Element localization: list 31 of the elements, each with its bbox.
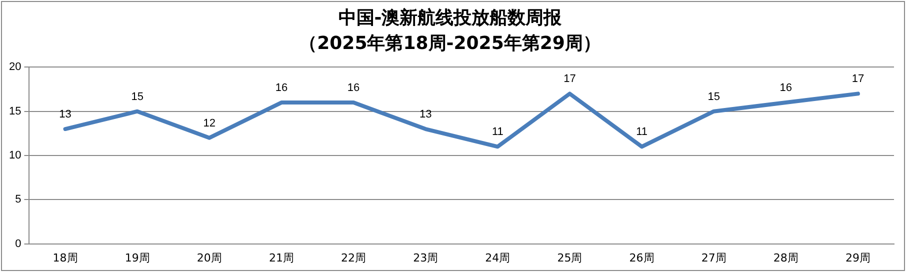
x-tick-label: 26周	[629, 251, 654, 264]
data-label: 15	[131, 90, 144, 103]
chart-subtitle: （2025年第18周-2025年第29周）	[299, 33, 601, 54]
data-label: 16	[347, 82, 360, 94]
x-tick-label: 23周	[413, 251, 438, 264]
data-label: 11	[492, 126, 504, 138]
x-tick-label: 19周	[124, 251, 150, 264]
data-label: 15	[708, 90, 720, 103]
data-label: 17	[852, 73, 864, 86]
y-tick-label: 20	[8, 61, 22, 74]
y-tick-label: 0	[15, 238, 22, 250]
chart-title: 中国-澳新航线投放船数周报	[338, 7, 563, 28]
x-tick-label: 22周	[341, 251, 366, 264]
data-label: 17	[564, 73, 576, 86]
x-tick-label: 28周	[773, 251, 798, 264]
data-label: 13	[59, 108, 72, 121]
y-tick-label: 5	[15, 194, 22, 206]
y-tick-label: 15	[8, 105, 22, 118]
x-tick-label: 29周	[845, 251, 870, 264]
x-tick-label: 27周	[701, 251, 726, 264]
x-tick-label: 21周	[268, 251, 294, 264]
data-label: 11	[636, 126, 648, 138]
data-label: 13	[419, 108, 432, 121]
data-label: 16	[780, 82, 792, 94]
x-tick-label: 25周	[557, 251, 582, 264]
x-tick-label: 18周	[52, 251, 78, 264]
y-tick-label: 10	[8, 150, 22, 162]
data-label: 12	[203, 117, 216, 130]
data-label: 16	[275, 82, 288, 94]
x-tick-label: 24周	[485, 251, 510, 264]
x-tick-label: 20周	[196, 251, 222, 264]
